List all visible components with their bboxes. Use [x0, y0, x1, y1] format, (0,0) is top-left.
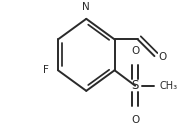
Text: CH₃: CH₃: [160, 81, 178, 91]
Text: O: O: [131, 46, 139, 56]
Text: F: F: [43, 65, 49, 75]
Text: S: S: [131, 79, 139, 92]
Text: O: O: [158, 52, 167, 62]
Text: O: O: [131, 115, 139, 125]
Text: N: N: [82, 2, 90, 12]
